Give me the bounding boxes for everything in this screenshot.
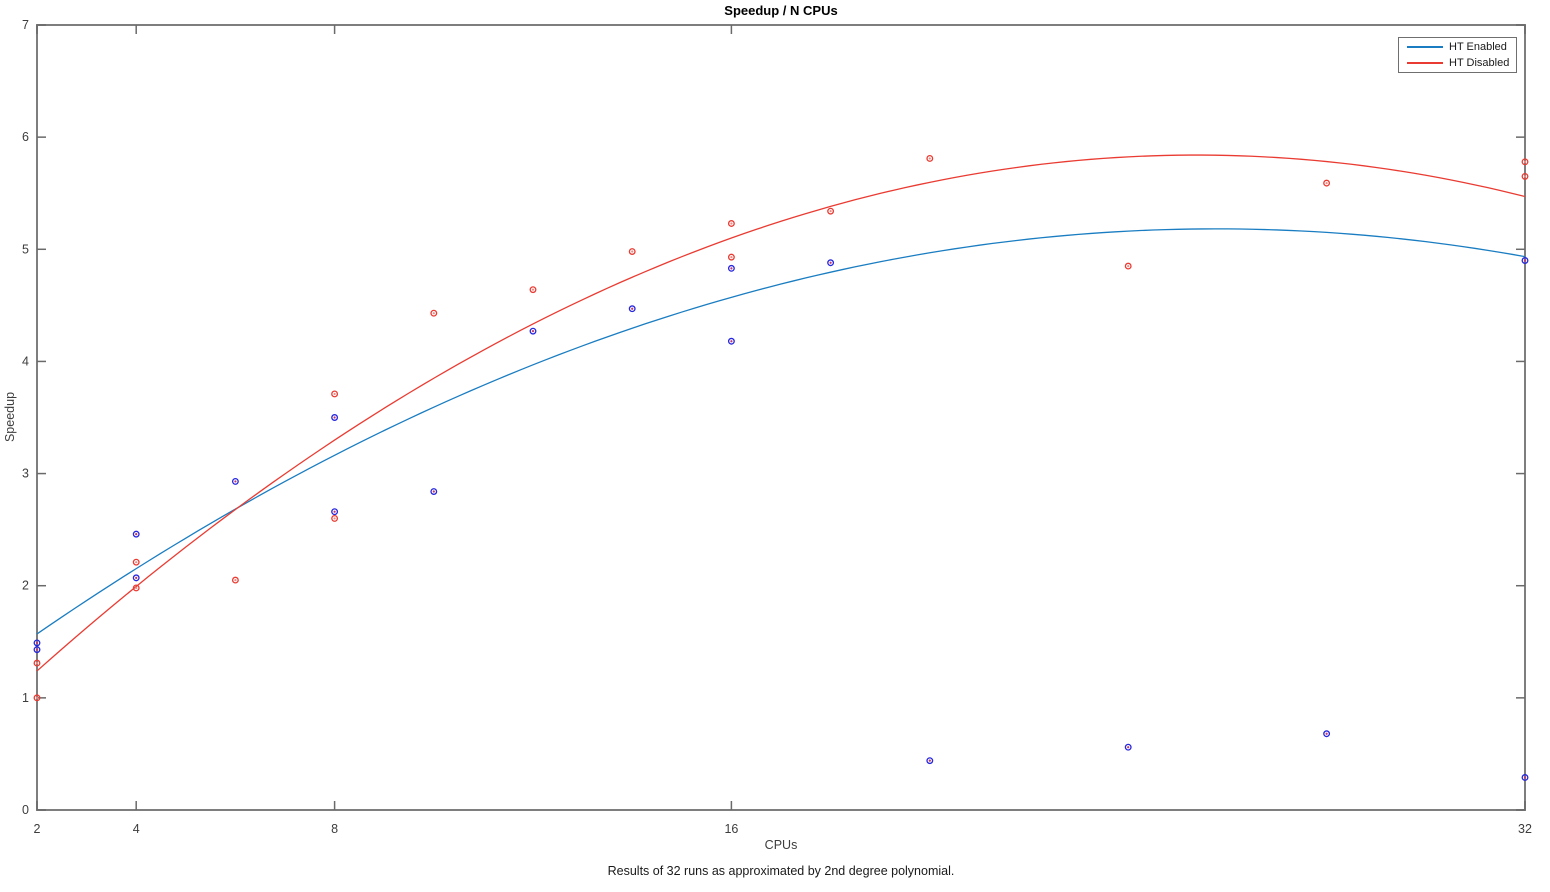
svg-text:8: 8 bbox=[331, 822, 338, 836]
svg-text:7: 7 bbox=[22, 18, 29, 32]
svg-text:2: 2 bbox=[34, 822, 41, 836]
legend-label-ht-enabled: HT Enabled bbox=[1449, 41, 1507, 53]
svg-text:2: 2 bbox=[22, 579, 29, 593]
x-axis-label: CPUs bbox=[764, 838, 798, 852]
svg-text:6: 6 bbox=[22, 130, 29, 144]
legend-line-ht-disabled bbox=[1407, 62, 1443, 64]
svg-text:32: 32 bbox=[1518, 822, 1532, 836]
svg-text:16: 16 bbox=[724, 822, 738, 836]
axis-box bbox=[36, 24, 1526, 811]
svg-text:1: 1 bbox=[22, 691, 29, 705]
y-axis-label: Speedup bbox=[3, 391, 17, 443]
svg-text:4: 4 bbox=[22, 354, 29, 368]
tick-labels: 2 4 8 16 32 0 1 2 3 4 5 6 7 bbox=[22, 18, 1532, 836]
legend-label-ht-disabled: HT Disabled bbox=[1449, 57, 1510, 69]
svg-text:4: 4 bbox=[133, 822, 140, 836]
scatter-points bbox=[33, 154, 1529, 781]
legend-item-ht-disabled: HT Disabled bbox=[1399, 57, 1516, 70]
svg-text:3: 3 bbox=[22, 467, 29, 481]
tick-marks bbox=[36, 24, 1526, 811]
fit-curves bbox=[36, 154, 1526, 672]
figure-caption: Results of 32 runs as approximated by 2n… bbox=[607, 864, 955, 878]
svg-text:5: 5 bbox=[22, 242, 29, 256]
svg-text:0: 0 bbox=[22, 803, 29, 817]
legend-line-ht-enabled bbox=[1407, 46, 1443, 48]
chart-title: Speedup / N CPUs bbox=[724, 3, 838, 18]
legend-item-ht-enabled: HT Enabled bbox=[1399, 41, 1516, 54]
legend: HT Enabled HT Disabled bbox=[1398, 37, 1517, 73]
